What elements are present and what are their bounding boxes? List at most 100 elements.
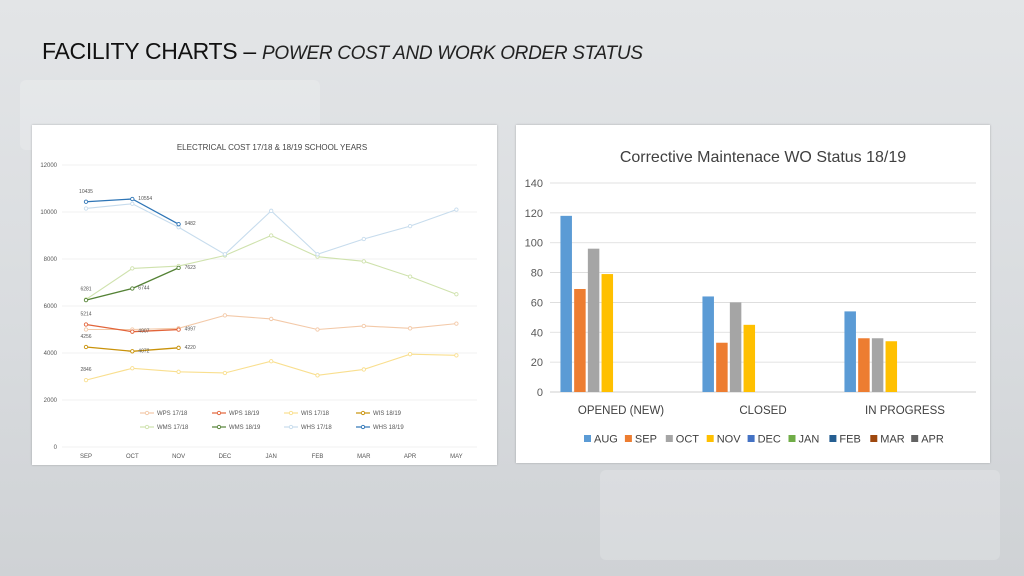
line-chart-data-point — [83, 297, 89, 303]
line-chart-data-label: 9482 — [185, 221, 196, 227]
line-chart-legend-label: WHS 17/18 — [301, 425, 332, 431]
bar-chart-x-tick-label: IN PROGRESS — [865, 405, 945, 417]
line-chart-legend-marker — [216, 424, 222, 430]
line-chart-data-point — [176, 327, 181, 332]
line-chart-x-tick-label: SEP — [80, 454, 92, 460]
line-chart-legend-marker — [144, 410, 150, 416]
line-chart-data-label: 6281 — [80, 286, 91, 292]
bar-chart-bar — [574, 288, 586, 392]
bar-chart-y-tick-label: 80 — [531, 268, 543, 280]
line-chart-data-point — [315, 373, 320, 378]
line-chart-y-tick-label: 6000 — [44, 304, 58, 310]
line-chart-data-point — [222, 313, 228, 318]
line-chart-data-point — [130, 196, 135, 202]
bar-chart-legend-label: FEB — [839, 434, 860, 446]
line-chart-legend-marker — [360, 410, 366, 416]
line-chart-data-point — [83, 322, 89, 327]
line-chart-data-point — [222, 252, 228, 257]
bar-chart-y-tick-label: 0 — [537, 387, 543, 399]
line-chart-data-point — [407, 352, 413, 357]
bar-chart-legend-swatch — [584, 435, 591, 442]
line-chart-data-point — [361, 236, 366, 242]
line-chart-legend-marker — [288, 424, 294, 430]
line-chart-legend-label: WIS 18/19 — [373, 411, 402, 417]
line-chart-x-tick-label: NOV — [172, 454, 185, 460]
bar-chart-legend-swatch — [870, 435, 878, 442]
line-chart-data-point — [454, 321, 459, 326]
bar-chart-legend-swatch — [747, 435, 755, 442]
line-chart-legend-marker — [144, 424, 150, 430]
bar-chart-legend-label: JAN — [799, 434, 820, 446]
line-chart-data-point — [361, 367, 366, 372]
line-chart-legend-marker — [288, 410, 294, 416]
bar-chart-bar — [716, 342, 728, 392]
line-chart-data-point — [269, 359, 274, 364]
line-chart-data-point — [407, 326, 413, 331]
line-chart-data-point — [130, 329, 135, 334]
line-chart-data-point — [130, 286, 135, 291]
bar-chart-legend-label: APR — [921, 434, 944, 446]
line-chart-data-point — [269, 316, 274, 322]
bar-chart-y-tick-label: 140 — [525, 178, 543, 190]
line-chart-data-point — [454, 292, 459, 297]
line-chart-data-point — [176, 369, 181, 374]
bar-chart-y-tick-label: 20 — [531, 357, 543, 369]
line-chart-x-tick-label: APR — [404, 454, 417, 460]
bar-chart-bar — [729, 302, 742, 392]
line-chart-x-tick-label: OCT — [126, 454, 139, 460]
line-chart-data-label: 2846 — [80, 367, 91, 373]
line-chart-y-tick-label: 10000 — [40, 210, 57, 216]
bar-chart-bar — [702, 296, 714, 392]
bar-chart-legend-swatch — [788, 435, 796, 442]
bar-chart-y-tick-label: 60 — [531, 297, 543, 309]
bar-chart-legend-swatch — [706, 435, 714, 442]
line-chart-data-label: 4256 — [80, 334, 91, 340]
line-chart-legend-label: WPS 17/18 — [157, 411, 188, 417]
electrical-cost-chart-panel: ELECTRICAL COST 17/18 & 18/19 SCHOOL YEA… — [32, 125, 497, 465]
bar-chart-legend-swatch — [911, 435, 919, 442]
line-chart-data-label: 4997 — [185, 327, 196, 333]
line-chart-data-point — [130, 201, 135, 206]
slide-title-subtitle: POWER COST AND WORK ORDER STATUS — [262, 43, 643, 64]
line-chart-data-point — [454, 207, 459, 212]
line-chart-data-point — [176, 222, 181, 227]
line-chart-data-point — [130, 366, 135, 371]
electrical-cost-line-chart: ELECTRICAL COST 17/18 & 18/19 SCHOOL YEA… — [40, 143, 477, 460]
line-chart-data-point — [83, 199, 89, 204]
work-order-bar-chart: Corrective Maintenace WO Status 18/19 0 2… — [525, 149, 976, 446]
bar-chart-y-tick-label: 100 — [525, 238, 543, 250]
line-chart-y-tick-label: 4000 — [44, 351, 58, 357]
line-chart-data-point — [315, 252, 320, 257]
bar-chart-legend-label: OCT — [676, 434, 700, 446]
work-order-chart-panel: Corrective Maintenace WO Status 18/19 0 2… — [516, 125, 990, 463]
line-chart-data-label: 4907 — [138, 329, 149, 335]
line-chart-x-tick-label: MAR — [357, 454, 371, 460]
bar-chart-x-tick-label: OPENED (NEW) — [578, 405, 664, 417]
line-chart-title: ELECTRICAL COST 17/18 & 18/19 SCHOOL YEA… — [177, 143, 367, 152]
line-chart-data-point — [407, 274, 413, 279]
bar-chart-bar — [587, 248, 600, 392]
line-chart-data-point — [454, 353, 459, 358]
line-chart-data-point — [407, 223, 413, 229]
line-chart-data-label: 7623 — [185, 265, 196, 271]
line-chart-data-point — [130, 266, 135, 271]
line-chart-legend-marker — [216, 410, 222, 416]
bar-chart-bar — [601, 274, 614, 392]
line-chart-data-point — [222, 370, 228, 376]
bar-chart-legend-label: AUG — [594, 434, 618, 446]
bar-chart-legend-label: MAR — [880, 434, 905, 446]
line-chart-y-tick-label: 8000 — [44, 257, 58, 263]
line-chart-legend-label: WHS 18/19 — [373, 425, 404, 431]
bar-chart-bar — [858, 338, 870, 392]
bar-chart-bar — [743, 324, 756, 392]
line-chart-data-point — [83, 206, 89, 211]
line-chart-legend-label: WIS 17/18 — [301, 411, 330, 417]
bar-chart-bar — [871, 338, 884, 392]
bar-chart-y-tick-label: 120 — [525, 208, 543, 220]
line-chart-x-tick-label: FEB — [312, 454, 324, 460]
bar-chart-legend-label: DEC — [758, 434, 781, 446]
line-chart-legend-label: WMS 17/18 — [157, 425, 189, 431]
line-chart-data-label: 5214 — [80, 311, 91, 317]
line-chart-x-tick-label: DEC — [219, 454, 232, 460]
bar-chart-x-tick-label: CLOSED — [739, 405, 786, 417]
